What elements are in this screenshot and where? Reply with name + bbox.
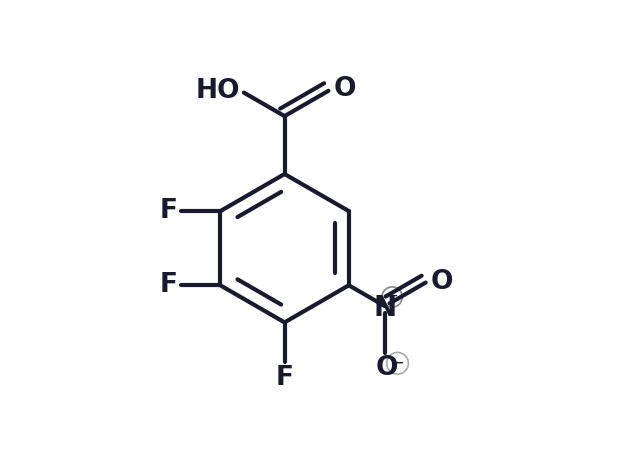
Text: HO: HO	[196, 78, 240, 104]
Text: O: O	[334, 76, 356, 102]
Text: N: N	[373, 294, 396, 322]
Text: F: F	[276, 365, 294, 391]
Text: F: F	[159, 272, 178, 298]
Text: O: O	[430, 268, 453, 295]
Text: +: +	[386, 289, 399, 304]
Text: −: −	[390, 353, 404, 372]
Text: O: O	[376, 355, 398, 381]
Text: F: F	[159, 198, 178, 224]
